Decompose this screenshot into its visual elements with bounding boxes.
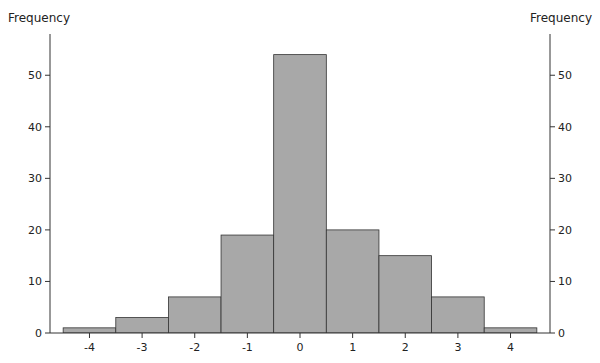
y-tick [45, 333, 50, 334]
y-tick [45, 178, 50, 179]
y2-tick-label: 50 [558, 69, 572, 82]
bar [432, 297, 485, 333]
x-tick-label: 3 [454, 341, 461, 354]
bar [379, 256, 432, 333]
x-tick [89, 333, 90, 338]
x-tick-label: -3 [137, 341, 148, 354]
x-tick-label: -1 [242, 341, 253, 354]
y2-tick [550, 75, 555, 76]
y2-tick-label: 20 [558, 224, 572, 237]
y-tick-label: 40 [28, 121, 42, 134]
y2-tick-label: 40 [558, 121, 572, 134]
x-tick-label: 1 [349, 341, 356, 354]
y-tick-label: 0 [35, 327, 42, 340]
bar [484, 328, 537, 333]
x-tick [142, 333, 143, 338]
x-tick [247, 333, 248, 338]
bar [274, 55, 327, 333]
x-tick [352, 333, 353, 338]
x-tick [510, 333, 511, 338]
x-tick-label: 4 [507, 341, 514, 354]
y2-tick [550, 333, 555, 334]
y2-tick-label: 10 [558, 275, 572, 288]
y-tick-label: 30 [28, 172, 42, 185]
bar [326, 230, 379, 333]
chart-container: -4-3-2-1012340102030405001020304050Frequ… [0, 0, 600, 363]
y-tick-label: 10 [28, 275, 42, 288]
x-tick [194, 333, 195, 338]
y-tick [45, 75, 50, 76]
y2-tick [550, 281, 555, 282]
x-tick [457, 333, 458, 338]
y-tick [45, 229, 50, 230]
x-tick-label: -4 [84, 341, 95, 354]
bars [63, 55, 537, 333]
chart: -4-3-2-1012340102030405001020304050Frequ… [0, 0, 600, 363]
x-tick-label: 2 [402, 341, 409, 354]
bar [63, 328, 116, 333]
y2-tick [550, 229, 555, 230]
bar [221, 235, 274, 333]
y-tick-label: 50 [28, 69, 42, 82]
y2-axis-label: Frequency [530, 11, 592, 25]
x-tick [300, 333, 301, 338]
y-tick [45, 281, 50, 282]
y2-tick-label: 30 [558, 172, 572, 185]
y-tick [45, 126, 50, 127]
y2-axis-line [550, 34, 551, 333]
bar [116, 318, 169, 333]
y-axis-label: Frequency [8, 11, 70, 25]
x-tick [405, 333, 406, 338]
y2-tick-label: 0 [558, 327, 565, 340]
x-tick-label: 0 [297, 341, 304, 354]
y2-tick [550, 126, 555, 127]
y-tick-label: 20 [28, 224, 42, 237]
bar [168, 297, 221, 333]
x-tick-label: -2 [189, 341, 200, 354]
y2-tick [550, 178, 555, 179]
y-axis-line [50, 34, 51, 333]
